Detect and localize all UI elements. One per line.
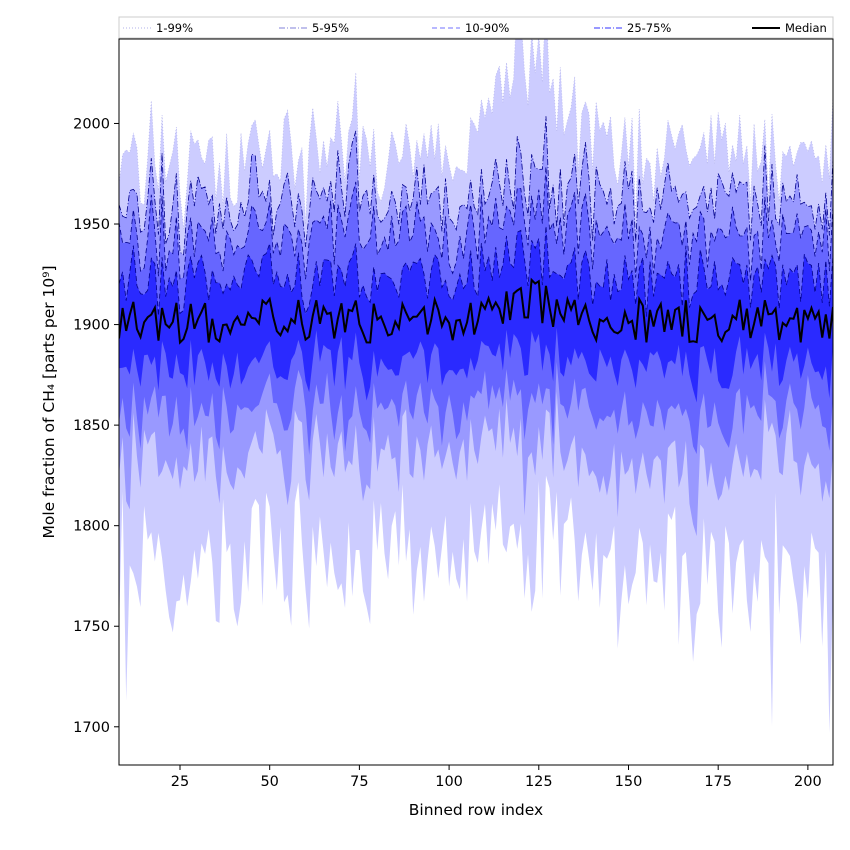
y-tick-label: 2000 [73,116,110,132]
x-tick-label: 125 [525,774,553,790]
x-tick-label: 100 [435,774,463,790]
band-5-95-upper-line [119,116,833,256]
legend-box [118,16,834,39]
legend: 1-99% 5-95% 10-90% 25-75% Median [118,16,834,39]
band-10-90-upper-line [119,166,833,281]
x-axis-title: Binned row index [409,801,543,819]
band-25-75-fill [119,226,833,403]
bands-layer [119,39,833,733]
legend-label: 5-95% [312,21,349,35]
legend-label: 25-75% [627,21,671,35]
y-tick-label: 1950 [73,217,110,233]
x-tick-label: 175 [704,774,732,790]
x-tick-label: 150 [615,774,643,790]
y-tick-label: 1900 [73,318,110,334]
median-line [119,277,833,345]
y-axis: 1700 1750 1800 1850 1900 1950 2000 [73,116,119,736]
x-tick-label: 200 [794,774,822,790]
legend-label: Median [785,21,827,35]
y-tick-label: 1850 [73,418,110,434]
y-tick-label: 1800 [73,519,110,535]
band-25-75-upper-line [119,225,833,317]
plot-frame [118,38,834,766]
x-tick-label: 25 [171,774,189,790]
y-tick-label: 1700 [73,720,110,736]
x-axis: 25 50 75 100 125 150 175 200 [171,765,822,790]
legend-label: 10-90% [465,21,509,35]
x-tick-label: 50 [260,774,278,790]
y-axis-title: Mole fraction of CH₄ [parts per 10⁹] [40,265,58,538]
y-tick-label: 1750 [73,619,110,635]
legend-label: 1-99% [156,21,193,35]
x-tick-label: 75 [350,774,368,790]
